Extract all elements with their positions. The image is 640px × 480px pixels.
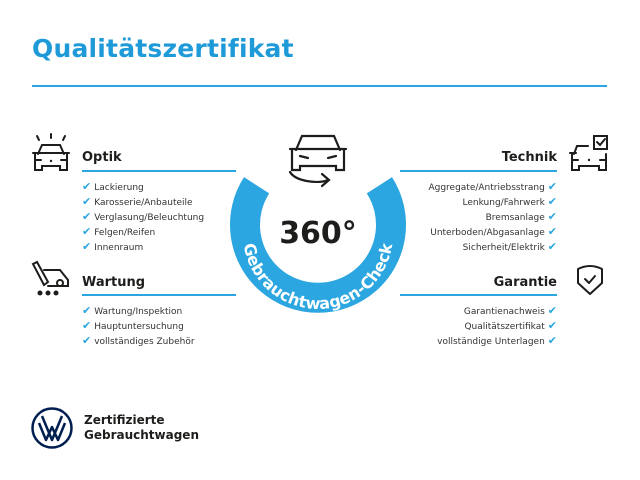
list-item: Qualitätszertifikat ✔ (464, 319, 557, 332)
list-item: ✔ Karosserie/Anbauteile (82, 195, 193, 208)
check-icon: ✔ (547, 240, 557, 253)
garantie-divider (400, 294, 557, 296)
optik-list: ✔ Lackierung ✔ Karosserie/Anbauteile ✔ Verg… (82, 179, 204, 254)
vw-logo (31, 407, 73, 449)
check-icon: ✔ (82, 240, 92, 253)
check-icon: ✔ (547, 334, 557, 347)
list-item: ✔ Verglasung/Beleuchtung (82, 210, 205, 223)
check-icon: ✔ (82, 334, 92, 347)
optik-divider (82, 170, 236, 172)
section-title-garantie: Garantie (493, 275, 557, 290)
list-item: ✔ Lackierung (82, 180, 144, 193)
car-checkbox-icon (569, 135, 608, 171)
value-360: 360° (279, 216, 357, 251)
technik-list: Aggregate/Antriebsstrang ✔ Lenkung/Fahrwe… (428, 179, 557, 254)
list-item: Sicherheit/Elektrik ✔ (462, 240, 557, 253)
car-lights-icon (32, 133, 70, 171)
technik-divider (400, 170, 557, 172)
check-icon: ✔ (547, 304, 557, 317)
check-icon: ✔ (547, 180, 557, 193)
check-icon: ✔ (82, 195, 92, 208)
check-icon: ✔ (547, 319, 557, 332)
footer-line-2: Gebrauchtwagen (84, 428, 199, 442)
list-item: Unterboden/Abgasanlage ✔ (430, 225, 557, 238)
shield-check-icon (577, 265, 603, 295)
list-item: Aggregate/Antriebsstrang ✔ (428, 180, 557, 193)
footer-brand-text: Zertifizierte Gebrauchtwagen (84, 413, 199, 443)
list-item: Garantienachweis ✔ (463, 304, 557, 317)
list-item: ✔ vollständiges Zubehör (82, 334, 195, 347)
check-icon: ✔ (547, 225, 557, 238)
list-item: Lenkung/Fahrwerk ✔ (462, 195, 557, 208)
list-item: ✔ Hauptuntersuchung (82, 319, 184, 332)
blue-ring (230, 177, 406, 313)
list-item: ✔ Felgen/Reifen (82, 225, 156, 238)
section-title-wartung: Wartung (82, 275, 146, 290)
check-icon: ✔ (82, 225, 92, 238)
section-title-optik: Optik (82, 150, 122, 165)
footer-line-1: Zertifizierte (84, 413, 165, 427)
section-title-technik: Technik (501, 150, 557, 165)
check-360-badge: Gebrauchtwagen-Check 360° (230, 134, 406, 313)
wartung-divider (82, 294, 236, 296)
check-icon: ✔ (82, 319, 92, 332)
wartung-list: ✔ Wartung/Inspektion ✔ Hauptuntersuchung ✔… (82, 303, 195, 348)
check-icon: ✔ (82, 304, 92, 317)
title-divider (32, 85, 607, 87)
page-title: Qualitätszertifikat (32, 34, 294, 63)
check-icon: ✔ (82, 210, 92, 223)
list-item: ✔ Innenraum (82, 240, 144, 253)
check-icon: ✔ (82, 180, 92, 193)
list-item: Bremsanlage ✔ (485, 210, 557, 223)
list-item: vollständige Unterlagen ✔ (437, 334, 557, 347)
service-tool-icon (31, 260, 69, 296)
check-icon: ✔ (547, 210, 557, 223)
list-item: ✔ Wartung/Inspektion (82, 304, 183, 317)
garantie-list: Garantienachweis ✔ Qualitätszertifikat ✔ v… (437, 303, 557, 348)
check-icon: ✔ (547, 195, 557, 208)
car-rotate-icon (288, 134, 348, 188)
